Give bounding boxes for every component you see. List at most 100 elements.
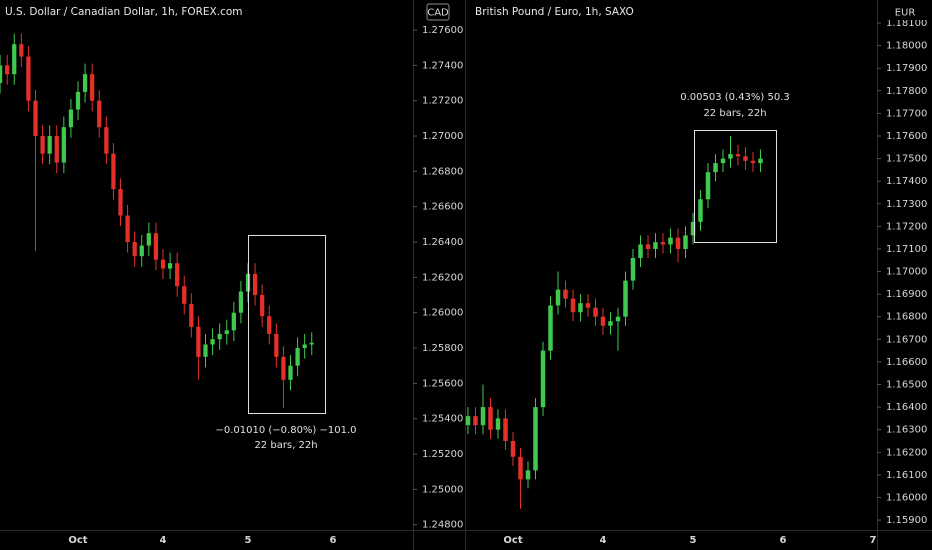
candle-body	[118, 189, 123, 216]
candle-body	[533, 407, 538, 471]
candle-body	[160, 259, 166, 269]
candle-body	[585, 303, 591, 308]
y-tick-label: 1.15900	[886, 515, 927, 526]
axis-unit: CAD	[427, 8, 449, 19]
y-tick-label: 1.17100	[886, 244, 927, 255]
plot	[465, 136, 763, 509]
y-tick-label: 1.27000	[422, 131, 463, 142]
candle-body	[495, 418, 501, 430]
axis-unit-box	[884, 4, 930, 20]
chart-title: U.S. Dollar / Canadian Dollar, 1h, FOREX…	[5, 6, 243, 18]
axis: 1.15900 1.16000 1.16100 1.16200 1.16300 1.164…	[877, 18, 927, 526]
x-tick-label: 4	[160, 535, 167, 546]
y-tick-label: 1.26200	[422, 272, 463, 283]
y-tick-label: 1.27200	[422, 96, 463, 107]
candle-body	[653, 242, 658, 249]
candle-body	[503, 418, 508, 441]
candle-body	[488, 407, 493, 430]
x-tick-label: Oct	[68, 535, 87, 546]
plot	[0, 33, 314, 409]
y-tick-label: 1.18100	[886, 18, 927, 29]
y-tick-label: 1.16800	[886, 312, 927, 323]
x-tick-label: 5	[245, 535, 252, 546]
y-tick-label: 1.16100	[886, 470, 927, 481]
candle-body	[510, 440, 516, 457]
axis-unit: EUR	[895, 8, 916, 19]
candle-body	[295, 348, 300, 366]
candle-body	[5, 65, 10, 75]
y-tick-label: 1.16900	[886, 289, 927, 300]
candle-body	[245, 273, 251, 292]
candle-body	[139, 245, 144, 257]
candle-body	[274, 333, 279, 357]
y-tick-label: 1.17900	[886, 63, 927, 74]
candle-body	[231, 312, 236, 331]
y-tick-label: 1.17400	[886, 176, 927, 187]
candle-body	[563, 289, 568, 299]
candle-body	[720, 158, 726, 164]
candle-body	[465, 416, 471, 426]
candle-body	[600, 316, 606, 326]
candle-body	[728, 154, 733, 159]
candle-body	[111, 153, 116, 190]
candle-body	[90, 74, 95, 101]
candle-body	[281, 356, 286, 380]
candle-body	[473, 416, 478, 426]
x-tick-label: 6	[780, 535, 787, 546]
y-tick-label: 1.26000	[422, 308, 463, 319]
candle-body	[33, 100, 38, 137]
candle-body	[668, 237, 673, 245]
candle-body	[54, 136, 59, 163]
y-tick-label: 1.25800	[422, 343, 463, 354]
candle-body	[615, 316, 621, 322]
measure-label: 22 bars, 22h	[254, 440, 317, 451]
candle-body	[267, 316, 272, 334]
y-tick-label: 1.26600	[422, 202, 463, 213]
candle-body	[578, 303, 583, 313]
y-tick-label: 1.25000	[422, 484, 463, 495]
candle-body	[153, 233, 159, 260]
candle-body	[623, 280, 628, 317]
y-tick-label: 1.25400	[422, 414, 463, 425]
candle-body	[735, 154, 741, 157]
candle-body	[638, 244, 643, 258]
measure-label: −0.01010 (−0.80%) −101.0	[215, 425, 356, 436]
candle-body	[750, 160, 756, 164]
y-tick-label: 1.27400	[422, 60, 463, 71]
measure-label: 0.00503 (0.43%) 50.3	[680, 92, 790, 103]
candle-body	[175, 263, 180, 287]
y-tick-label: 1.16600	[886, 357, 927, 368]
candle-body	[19, 44, 24, 57]
candle-body	[61, 127, 66, 163]
candle-body	[47, 136, 52, 154]
y-tick-label: 1.17800	[886, 86, 927, 97]
candle-body	[690, 221, 696, 236]
y-tick-label: 1.26400	[422, 237, 463, 248]
candle-body	[238, 291, 244, 313]
x-tick-label: Oct	[503, 535, 522, 546]
candle-body	[675, 237, 681, 249]
candle-body	[167, 263, 173, 269]
candle-body	[518, 456, 523, 480]
candle-body	[12, 44, 17, 75]
candle-body	[26, 56, 31, 101]
candle-body	[660, 242, 666, 245]
candle-body	[555, 289, 561, 306]
candle-body	[309, 342, 314, 345]
candle-body	[0, 65, 3, 84]
candle-body	[683, 235, 688, 249]
candle-body	[645, 244, 651, 249]
candle-body	[125, 215, 130, 243]
candle-body	[608, 321, 613, 326]
candle-body	[705, 172, 711, 200]
candle-body	[217, 333, 222, 340]
candle-body	[593, 307, 598, 317]
chart-title: British Pound / Euro, 1h, SAXO	[475, 6, 634, 18]
x-tick-label: 4	[600, 535, 607, 546]
candle-body	[68, 109, 74, 128]
candle-body	[82, 74, 88, 92]
y-tick-label: 1.16700	[886, 334, 927, 345]
candle-body	[758, 158, 763, 164]
y-tick-label: 1.16000	[886, 492, 927, 503]
